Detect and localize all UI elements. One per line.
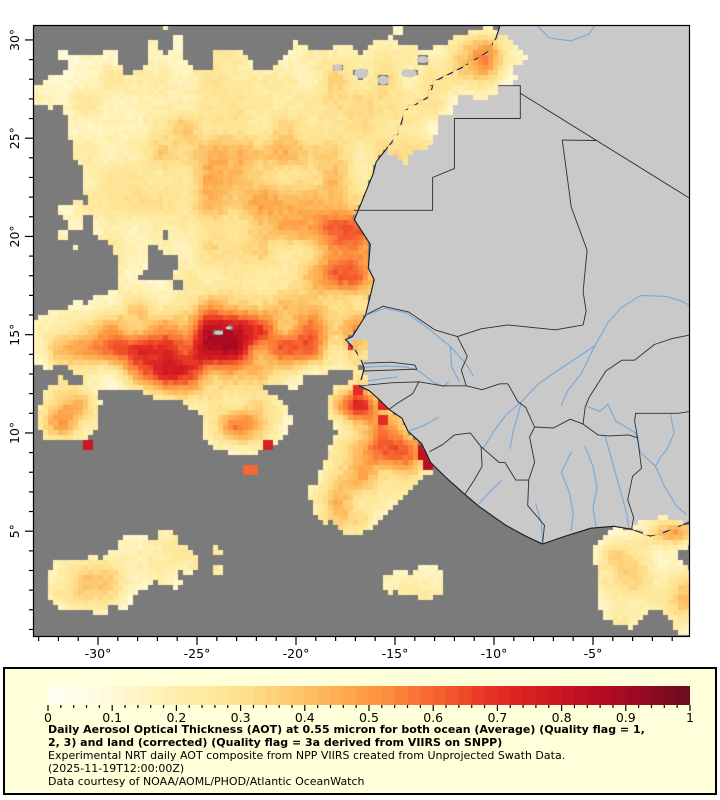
y-tick-label: 20°	[7, 225, 22, 247]
colorbar-label-0.2: 0.2	[166, 710, 186, 725]
x-tick-label: -25°	[184, 646, 211, 661]
x-tick-label: -20°	[283, 646, 310, 661]
x-tick-label: -15°	[382, 646, 409, 661]
colorbar-ticks: 0 0.1 0.2 0.3 0.4 0.5 0.6 0.7 0.8 0.9 1	[44, 705, 694, 725]
y-tick-label: 5°	[7, 524, 22, 538]
colorbar-label-0: 0	[44, 710, 52, 725]
caption-line-3: Experimental NRT daily AOT composite fro…	[48, 749, 566, 762]
caption-line-4: (2025-11-19T12:00:00Z)	[48, 762, 185, 775]
map-plot-area	[33, 25, 690, 637]
colorbar-label-0.4: 0.4	[295, 710, 315, 725]
caption-block: Daily Aerosol Optical Thickness (AOT) at…	[48, 723, 708, 788]
aot-raster-land	[33, 25, 690, 637]
x-tick-label: -30°	[85, 646, 112, 661]
x-tick-label: -5°	[584, 646, 603, 661]
y-tick-label: 25°	[7, 127, 22, 149]
colorbar-label-0.7: 0.7	[487, 710, 507, 725]
colorbar-label-0.8: 0.8	[552, 710, 572, 725]
y-tick-label: 15°	[7, 324, 22, 346]
caption-line-1: Daily Aerosol Optical Thickness (AOT) at…	[48, 723, 645, 736]
x-tick-label: -10°	[481, 646, 508, 661]
colorbar	[48, 686, 690, 705]
colorbar-label-0.9: 0.9	[616, 710, 636, 725]
caption-line-5: Data courtesy of NOAA/AOML/PHOD/Atlantic…	[48, 775, 365, 788]
legend-panel: 0 0.1 0.2 0.3 0.4 0.5 0.6 0.7 0.8 0.9 1 Daily Aero…	[3, 667, 717, 795]
colorbar-label-0.6: 0.6	[423, 710, 443, 725]
colorbar-label-1: 1	[686, 710, 694, 725]
caption-line-2: 2, 3) and land (corrected) (Quality flag…	[48, 736, 503, 749]
colorbar-label-0.1: 0.1	[102, 710, 122, 725]
y-tick-label: 10°	[7, 422, 22, 444]
colorbar-label-0.3: 0.3	[231, 710, 251, 725]
y-tick-label: 30°	[7, 29, 22, 51]
colorbar-label-0.5: 0.5	[359, 710, 379, 725]
